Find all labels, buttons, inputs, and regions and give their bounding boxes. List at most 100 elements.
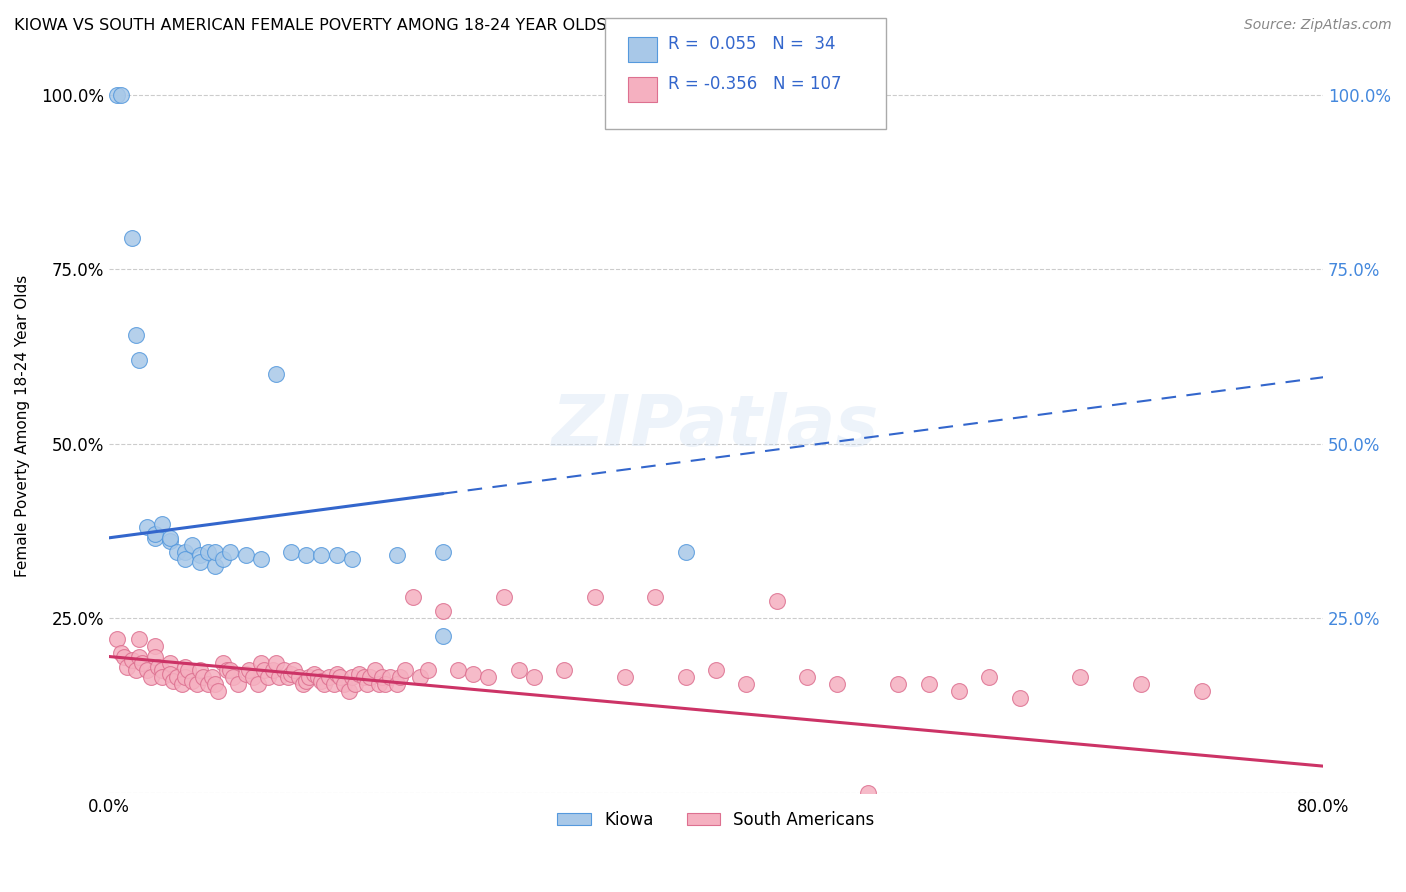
Point xyxy=(1069,670,1091,684)
Point xyxy=(432,545,454,559)
Point xyxy=(222,670,245,684)
Point xyxy=(704,664,727,678)
Point xyxy=(249,657,271,671)
Point xyxy=(131,657,153,671)
Text: ZIPatlas: ZIPatlas xyxy=(553,392,880,460)
Point xyxy=(105,87,128,102)
Point xyxy=(314,677,336,691)
Point xyxy=(128,649,150,664)
Point xyxy=(159,534,181,549)
Point xyxy=(277,670,299,684)
Point xyxy=(135,664,157,678)
Point xyxy=(226,677,249,691)
Point xyxy=(432,604,454,618)
Point xyxy=(207,684,229,698)
Point xyxy=(159,657,181,671)
Point xyxy=(143,527,166,541)
Point xyxy=(181,673,204,688)
Point xyxy=(253,664,276,678)
Point xyxy=(197,677,219,691)
Point xyxy=(371,670,394,684)
Point xyxy=(378,670,401,684)
Point xyxy=(238,664,260,678)
Point xyxy=(979,670,1001,684)
Point xyxy=(173,551,195,566)
Point xyxy=(295,673,318,688)
Point xyxy=(409,670,432,684)
Point xyxy=(337,684,360,698)
Point xyxy=(329,670,352,684)
Point xyxy=(359,670,381,684)
Point xyxy=(356,677,378,691)
Point xyxy=(307,670,329,684)
Point xyxy=(325,667,347,681)
Point xyxy=(264,657,287,671)
Point xyxy=(162,673,184,688)
Point xyxy=(188,664,211,678)
Point xyxy=(186,677,208,691)
Point xyxy=(211,551,233,566)
Point xyxy=(948,684,970,698)
Point xyxy=(197,545,219,559)
Point xyxy=(166,670,188,684)
Point xyxy=(363,664,385,678)
Point xyxy=(325,549,347,563)
Point xyxy=(219,545,242,559)
Point xyxy=(181,538,204,552)
Point xyxy=(340,551,363,566)
Point xyxy=(447,664,470,678)
Point xyxy=(110,646,132,660)
Point xyxy=(280,667,302,681)
Point xyxy=(302,667,325,681)
Legend: Kiowa, South Americans: Kiowa, South Americans xyxy=(551,805,882,836)
Point xyxy=(614,670,637,684)
Point xyxy=(105,632,128,646)
Point xyxy=(1130,677,1153,691)
Point xyxy=(353,670,375,684)
Point xyxy=(387,549,409,563)
Text: R =  0.055   N =  34: R = 0.055 N = 34 xyxy=(668,35,835,53)
Point xyxy=(287,670,309,684)
Point xyxy=(235,549,257,563)
Point xyxy=(204,545,226,559)
Point xyxy=(311,673,333,688)
Text: Source: ZipAtlas.com: Source: ZipAtlas.com xyxy=(1244,18,1392,32)
Point xyxy=(121,230,143,244)
Point xyxy=(856,786,879,800)
Point xyxy=(553,664,575,678)
Point xyxy=(204,677,226,691)
Point xyxy=(173,545,195,559)
Point xyxy=(508,664,530,678)
Point xyxy=(387,677,409,691)
Point xyxy=(292,677,315,691)
Point xyxy=(583,590,606,604)
Point xyxy=(735,677,758,691)
Point xyxy=(1008,691,1031,706)
Point xyxy=(150,664,173,678)
Point xyxy=(219,664,242,678)
Point xyxy=(257,670,280,684)
Point xyxy=(374,677,396,691)
Point xyxy=(401,590,423,604)
Point xyxy=(280,545,302,559)
Point xyxy=(211,657,233,671)
Point xyxy=(349,667,371,681)
Text: KIOWA VS SOUTH AMERICAN FEMALE POVERTY AMONG 18-24 YEAR OLDS CORRELATION CHART: KIOWA VS SOUTH AMERICAN FEMALE POVERTY A… xyxy=(14,18,785,33)
Point xyxy=(125,664,148,678)
Point xyxy=(112,649,135,664)
Point xyxy=(135,520,157,534)
Point xyxy=(675,545,697,559)
Point xyxy=(523,670,546,684)
Point xyxy=(249,551,271,566)
Point xyxy=(125,328,148,343)
Point xyxy=(283,664,305,678)
Point xyxy=(170,677,193,691)
Point xyxy=(159,531,181,545)
Point xyxy=(389,670,412,684)
Point xyxy=(217,664,239,678)
Point xyxy=(477,670,499,684)
Point xyxy=(887,677,910,691)
Point xyxy=(146,660,169,674)
Point xyxy=(191,670,214,684)
Point xyxy=(143,649,166,664)
